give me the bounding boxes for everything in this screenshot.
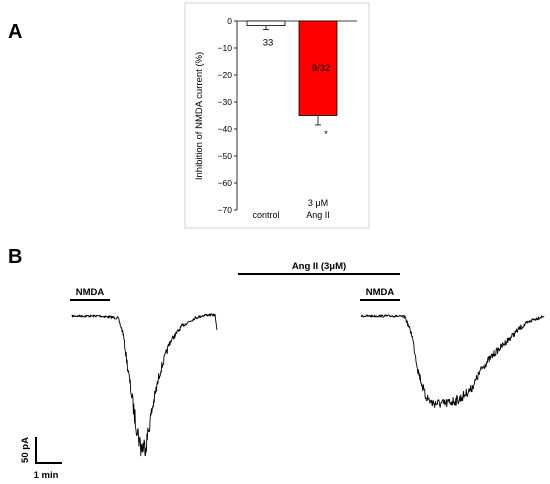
angii-label: Ang II (3μM): [292, 261, 346, 272]
y-tick-label: −70: [218, 205, 233, 215]
panel-a-frame: [184, 2, 370, 229]
y-tick-label: −50: [218, 151, 233, 161]
significance-marker: *: [324, 129, 328, 140]
y-tick-label: 0: [227, 16, 232, 26]
panel-a-letter: A: [8, 21, 22, 43]
scale-y-label: 50 pA: [20, 437, 31, 463]
nmda-label-2: NMDA: [366, 287, 395, 298]
y-tick-label: −20: [218, 70, 233, 80]
panel-b-letter: B: [8, 246, 22, 268]
y-tick-label: −40: [218, 124, 233, 134]
n-label: 9/32: [312, 63, 331, 74]
y-tick-label: −60: [218, 178, 233, 188]
scale-x-label: 1 min: [34, 470, 59, 481]
current-trace-control: [71, 313, 218, 457]
category-label: control: [252, 210, 279, 220]
bar-chart: 0 −10 −20 −30 −40 −50 −60 −70 33 9/32 * control 3 μM…: [218, 16, 357, 220]
nmda-label-1: NMDA: [76, 287, 105, 298]
category-label: Ang II: [306, 210, 330, 220]
y-tick-label: −30: [218, 97, 233, 107]
bar-1: [298, 20, 338, 116]
bar-0: [246, 20, 286, 26]
y-tick-label: −10: [218, 43, 233, 53]
current-trace-angii: [360, 314, 545, 409]
y-axis-label: Inhibition of NMDA current (%): [194, 52, 205, 180]
category-label: 3 μM: [308, 198, 328, 208]
n-label: 33: [263, 37, 274, 48]
